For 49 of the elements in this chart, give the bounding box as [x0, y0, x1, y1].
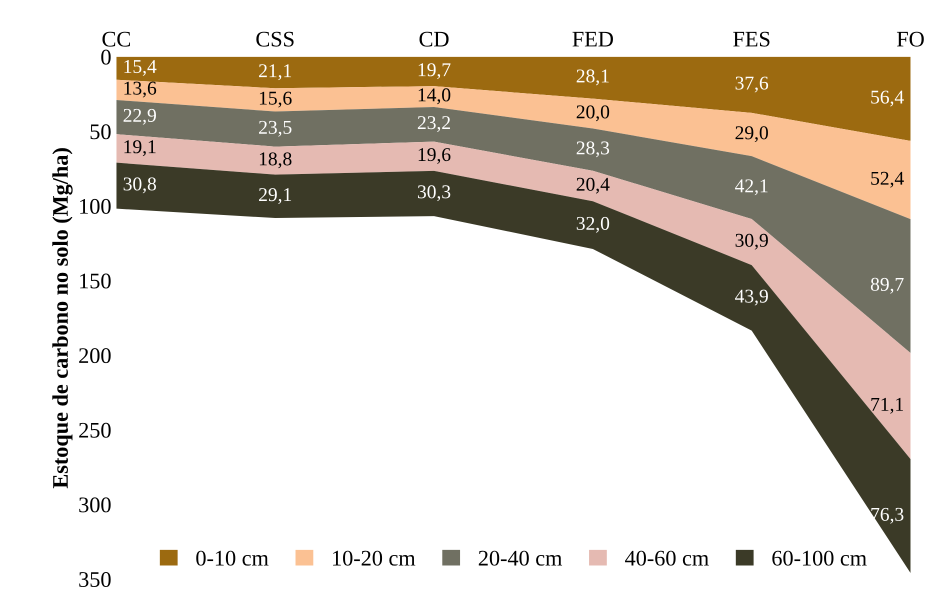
legend-label: 40-60 cm	[625, 550, 709, 566]
data-label: 22,9	[124, 108, 156, 125]
data-label: 89,7	[870, 278, 904, 294]
data-label: 28,3	[576, 141, 610, 158]
legend-label: 10-20 cm	[333, 550, 416, 566]
data-label: 15,4	[124, 60, 156, 76]
data-label: 30,9	[736, 234, 768, 250]
data-label: 42,1	[735, 179, 768, 196]
data-label: 21,1	[259, 64, 292, 80]
legend-label: 0-10 cm	[196, 550, 268, 566]
data-label: 56,4	[871, 90, 904, 106]
y-tick-label: 100	[80, 198, 111, 214]
data-label: 52,4	[871, 172, 904, 188]
legend-label: 20-40 cm	[478, 550, 562, 566]
x-tick-label: CC	[102, 32, 130, 47]
y-tick-label: 250	[79, 422, 111, 438]
data-label: 20,4	[576, 178, 610, 194]
x-tick-label: FED	[572, 32, 613, 46]
data-label: 43,9	[735, 290, 768, 306]
data-label: 30,3	[418, 185, 450, 202]
y-tick-label: 150	[80, 274, 111, 289]
data-label: 29,1	[259, 188, 292, 204]
data-label: 71,1	[871, 398, 903, 414]
data-label: 19,7	[418, 63, 450, 80]
data-label: 20,0	[576, 105, 610, 122]
x-tick-label: CD	[420, 32, 449, 47]
data-label: 28,1	[576, 69, 609, 86]
data-label: 18,8	[260, 152, 292, 168]
data-label: 19,1	[124, 140, 156, 156]
data-label: 23,5	[259, 120, 292, 137]
y-tick-label: 350	[79, 572, 111, 588]
legend-label: 60-100 cm	[772, 550, 867, 566]
y-tick-label: 50	[90, 124, 111, 140]
data-label: 29,0	[736, 126, 768, 142]
data-label: 13,6	[124, 82, 156, 98]
data-label: 15,6	[260, 92, 292, 108]
data-label: 30,8	[124, 177, 156, 194]
x-tick-label: CSS	[256, 32, 294, 47]
x-tick-label: FES	[733, 32, 770, 47]
y-tick-label: 0	[101, 50, 111, 65]
data-label: 14,0	[418, 88, 450, 104]
data-label: 23,2	[418, 116, 450, 132]
data-label: 19,6	[418, 148, 450, 164]
data-label: 32,0	[576, 216, 610, 233]
y-tick-label: 300	[79, 497, 111, 512]
data-label: 37,6	[736, 76, 768, 92]
y-axis-title: Estoque de carbono no solo (Mg/ha)	[52, 148, 73, 488]
x-tick-label: FO	[896, 32, 924, 47]
y-tick-label: 200	[79, 348, 111, 364]
